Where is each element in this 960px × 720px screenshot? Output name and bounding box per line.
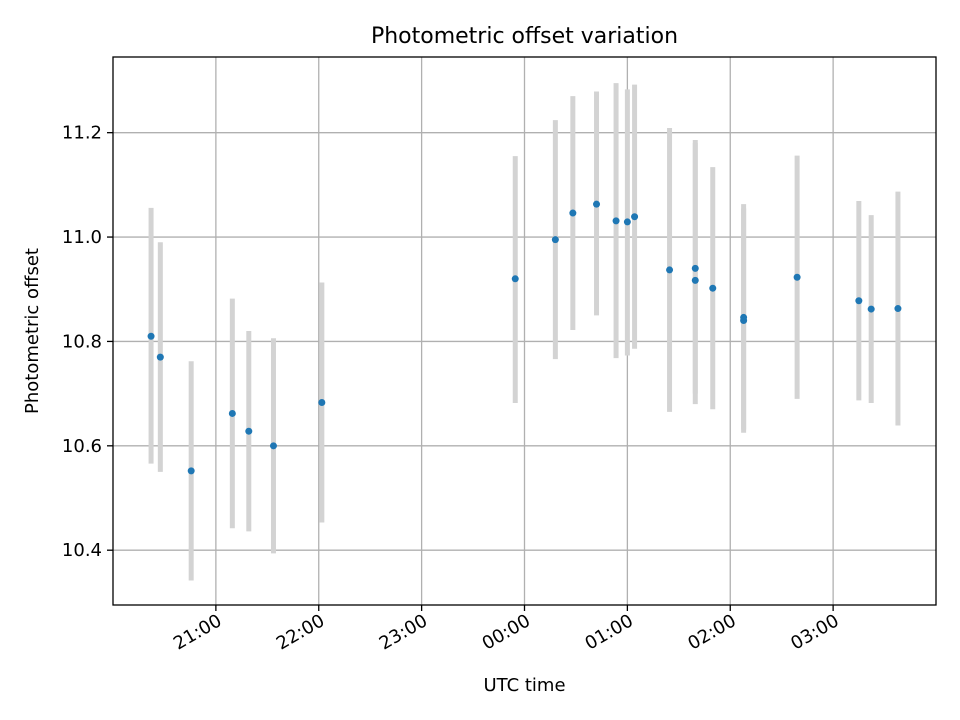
y-tick-label: 11.2 [62, 123, 102, 144]
y-axis-ticks: 10.4 10.6 10.8 11.0 11.2 [62, 123, 113, 561]
data-point [709, 284, 717, 292]
data-point [631, 213, 639, 221]
data-point [894, 305, 902, 313]
data-point [740, 313, 748, 321]
chart-title: Photometric offset variation [371, 24, 678, 49]
y-axis-label: Photometric offset [22, 248, 43, 414]
data-point [691, 276, 699, 284]
data-point [593, 200, 601, 208]
data-point [569, 209, 577, 217]
x-axis-label: UTC time [483, 675, 565, 696]
data-point [612, 217, 620, 225]
data-point [228, 409, 236, 417]
data-point [666, 266, 674, 274]
data-point [623, 218, 631, 226]
data-point [156, 353, 164, 361]
data-point [855, 297, 863, 305]
data-point [551, 236, 559, 244]
data-point [511, 275, 519, 283]
data-points [147, 200, 902, 475]
data-point [269, 442, 277, 450]
data-point [187, 467, 195, 475]
data-point [691, 264, 699, 272]
data-point [867, 305, 875, 313]
data-point [318, 399, 326, 407]
data-point [245, 427, 253, 435]
y-tick-label: 10.6 [62, 436, 102, 457]
y-tick-label: 10.8 [62, 331, 102, 352]
data-point [147, 332, 155, 340]
y-tick-label: 10.4 [62, 540, 102, 561]
data-point [793, 273, 801, 281]
y-tick-label: 11.0 [62, 227, 102, 248]
